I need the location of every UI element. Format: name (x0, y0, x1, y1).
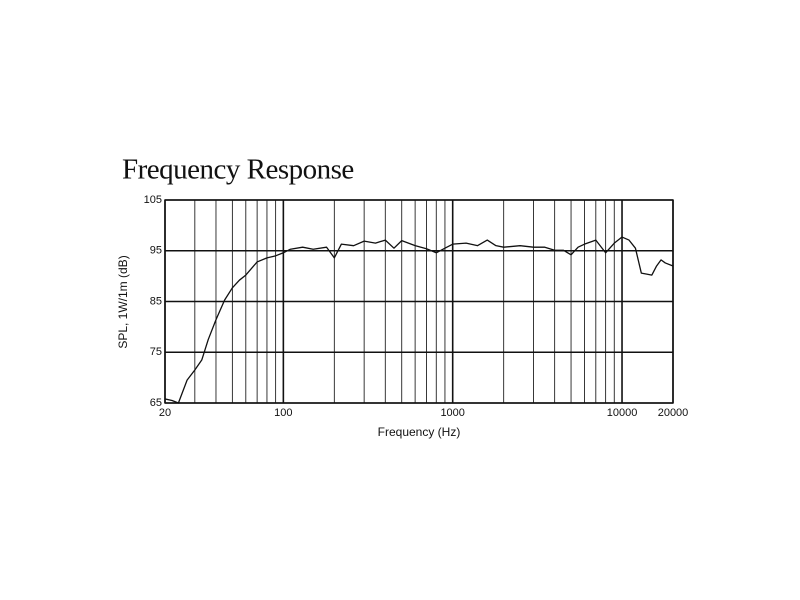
plot-frame (164, 199, 674, 404)
x-tick-label: 100 (274, 407, 292, 419)
y-tick-label: 95 (150, 245, 162, 257)
x-axis-label: Frequency (Hz) (378, 425, 461, 439)
y-tick-label: 75 (150, 346, 162, 358)
y-axis-label: SPL, 1W/1m (dB) (116, 255, 130, 348)
y-tick-label: 65 (150, 397, 162, 409)
x-tick-label: 1000 (440, 407, 464, 419)
y-tick-label: 105 (144, 194, 162, 206)
y-tick-label: 85 (150, 295, 162, 307)
response-line (164, 236, 674, 404)
x-tick-label: 20 (159, 407, 171, 419)
x-tick-label: 20000 (658, 407, 689, 419)
x-tick-label: 10000 (607, 407, 638, 419)
chart-title: Frequency Response (122, 154, 354, 186)
